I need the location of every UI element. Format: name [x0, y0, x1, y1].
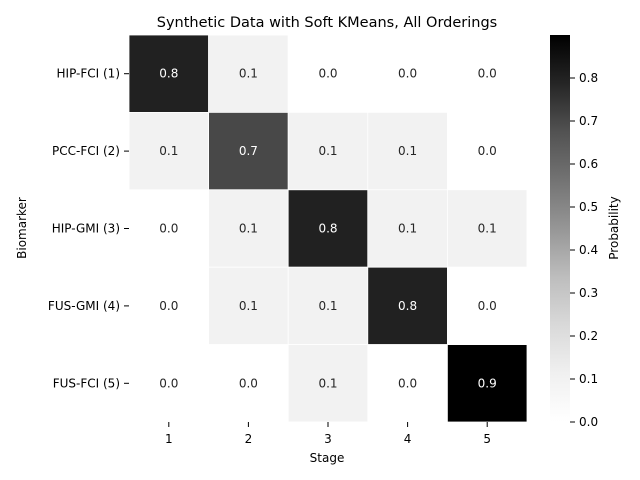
- cell-value-label: 0.0: [318, 67, 337, 81]
- heatmap-cell: [446, 189, 528, 268]
- cell-value-label: 0.1: [478, 222, 497, 236]
- heatmap-cell: [287, 266, 369, 346]
- heatmap-cell: [287, 112, 369, 191]
- cell-value-label: 0.0: [159, 299, 178, 313]
- heatmap-cell: [446, 266, 528, 346]
- cell-value-label: 0.7: [239, 144, 258, 158]
- heatmap-cell: [367, 189, 448, 268]
- colorbar-tick-label: 0.8: [579, 71, 598, 85]
- cell-value-label: 0.0: [478, 67, 497, 81]
- cell-value-label: 0.1: [318, 376, 337, 390]
- colorbar-label: Probability: [607, 196, 621, 259]
- x-tick-label: 4: [404, 432, 412, 446]
- heatmap-cell: [446, 112, 528, 191]
- heatmap-cell: [287, 189, 369, 268]
- x-tick-label: 2: [245, 432, 253, 446]
- cell-value-label: 0.0: [398, 376, 417, 390]
- colorbar-tick-label: 0.7: [579, 114, 598, 128]
- heatmap-cell: [446, 344, 528, 423]
- heatmap-cell: [287, 34, 369, 113]
- heatmap-cells: 0.8 0.1 0.0 0.0 0.0 0.1 0.7 0.1 0.1 0.0 0.0 0.1 0.8 0…: [128, 34, 528, 423]
- cell-value-label: 0.0: [239, 376, 258, 390]
- cell-value-label: 0.0: [159, 376, 178, 390]
- colorbar-tick-label: 0.5: [579, 200, 598, 214]
- cell-value-label: 0.1: [398, 222, 417, 236]
- colorbar-gradient: [550, 35, 570, 422]
- cell-value-label: 0.0: [398, 67, 417, 81]
- cell-value-label: 0.1: [239, 299, 258, 313]
- cell-value-label: 0.0: [159, 222, 178, 236]
- x-tick-label: 1: [165, 432, 173, 446]
- cell-value-label: 0.8: [398, 299, 417, 313]
- heatmap-cell: [367, 34, 448, 113]
- heatmap-cell: [128, 112, 209, 191]
- y-axis-ticks: HIP-FCI (1) PCC-FCI (2) HIP-GMI (3) FUS-GMI…: [48, 67, 129, 390]
- cell-value-label: 0.1: [398, 144, 417, 158]
- x-axis-ticks: 1 2 3 4 5: [165, 422, 491, 446]
- y-tick-label: FUS-GMI (4): [48, 299, 120, 313]
- cell-value-label: 0.9: [478, 376, 497, 390]
- cell-value-label: 0.8: [318, 222, 337, 236]
- cell-value-label: 0.1: [318, 299, 337, 313]
- colorbar-tick-label: 0.6: [579, 157, 598, 171]
- y-tick-label: PCC-FCI (2): [52, 144, 120, 158]
- heatmap-cell: [208, 189, 289, 268]
- colorbar-tick-label: 0.4: [579, 243, 598, 257]
- x-axis-label: Stage: [310, 451, 345, 465]
- colorbar: 0.0 0.1 0.2 0.3 0.4 0.5 0.6 0.7 0.8: [550, 35, 598, 429]
- heatmap-cell: [446, 34, 528, 113]
- x-tick-label: 3: [324, 432, 332, 446]
- heatmap-cell: [287, 344, 369, 423]
- cell-value-label: 0.1: [239, 222, 258, 236]
- heatmap-cell: [208, 266, 289, 346]
- cell-value-label: 0.1: [318, 144, 337, 158]
- y-tick-label: HIP-FCI (1): [57, 67, 121, 81]
- x-tick-label: 5: [483, 432, 491, 446]
- cell-value-label: 0.1: [239, 67, 258, 81]
- heatmap-cell: [128, 344, 209, 423]
- heatmap-cell: [128, 34, 209, 113]
- cell-value-label: 0.8: [159, 67, 178, 81]
- chart-title: Synthetic Data with Soft KMeans, All Ord…: [157, 15, 497, 31]
- cell-value-label: 0.0: [478, 144, 497, 158]
- y-tick-label: HIP-GMI (3): [52, 222, 120, 236]
- cell-value-label: 0.1: [159, 144, 178, 158]
- heatmap-cell: [367, 266, 448, 346]
- colorbar-tick-label: 0.1: [579, 372, 598, 386]
- colorbar-tick-label: 0.3: [579, 286, 598, 300]
- y-axis-label: Biomarker: [15, 197, 29, 259]
- y-tick-label: FUS-FCI (5): [53, 376, 120, 390]
- cell-value-label: 0.0: [478, 299, 497, 313]
- heatmap-cell: [208, 344, 289, 423]
- colorbar-tick-label: 0.2: [579, 329, 598, 343]
- heatmap-cell: [208, 34, 289, 113]
- colorbar-tick-label: 0.0: [579, 415, 598, 429]
